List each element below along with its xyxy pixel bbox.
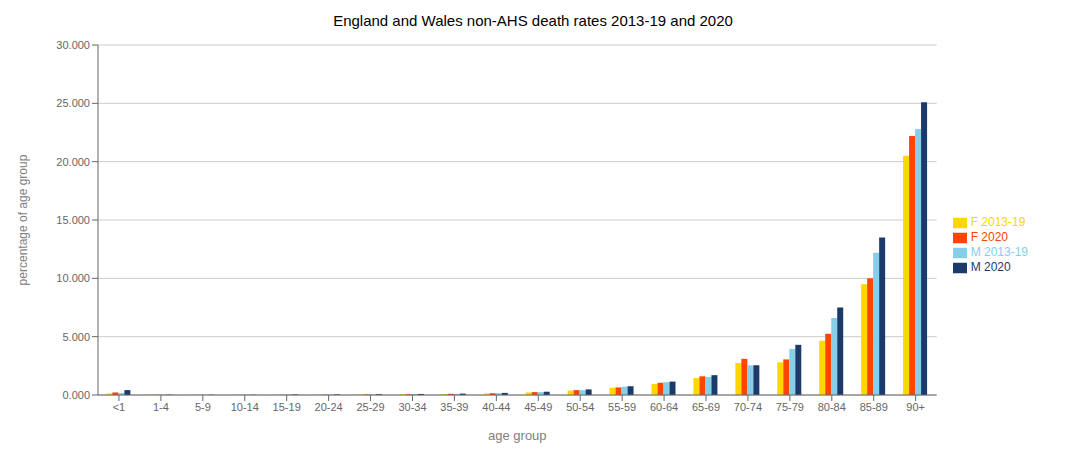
svg-text:85-89: 85-89 — [860, 401, 888, 413]
svg-text:25-29: 25-29 — [356, 401, 384, 413]
html-text:M 2020: M 2020 — [970, 259, 1011, 274]
svg-text:50-54: 50-54 — [566, 401, 594, 413]
svg-text:30-34: 30-34 — [398, 401, 426, 413]
html-text:M 2013-19: M 2013-19 — [970, 245, 1028, 259]
svg-text:age group: age group — [488, 428, 547, 443]
svg-text:10.000: 10.000 — [56, 272, 90, 284]
svg-text:5-9: 5-9 — [195, 401, 211, 413]
svg-text:5.000: 5.000 — [62, 331, 90, 343]
svg-text:40-44: 40-44 — [482, 401, 510, 413]
svg-text:20.000: 20.000 — [56, 156, 90, 168]
svg-text:percentage of age group: percentage of age group — [16, 154, 30, 285]
svg-text:30.000: 30.000 — [56, 39, 90, 51]
svg-text:45-49: 45-49 — [524, 401, 552, 413]
svg-text:10-14: 10-14 — [231, 401, 259, 413]
html-text:England and Wales non-AHS deat: England and Wales non-AHS death rates 20… — [333, 12, 733, 29]
svg-text:<1: <1 — [113, 401, 126, 413]
html-text:F 2020: F 2020 — [970, 230, 1008, 245]
svg-text:80-84: 80-84 — [818, 401, 846, 413]
svg-text:90+: 90+ — [906, 401, 925, 413]
svg-text:35-39: 35-39 — [440, 401, 468, 413]
svg-text:15-19: 15-19 — [273, 401, 301, 413]
svg-text:60-64: 60-64 — [650, 401, 678, 413]
svg-text:15.000: 15.000 — [56, 214, 90, 226]
svg-text:20-24: 20-24 — [315, 401, 343, 413]
svg-text:25.000: 25.000 — [56, 97, 90, 109]
svg-text:70-74: 70-74 — [734, 401, 762, 413]
svg-text:65-69: 65-69 — [692, 401, 720, 413]
svg-text:75-79: 75-79 — [776, 401, 804, 413]
svg-text:1-4: 1-4 — [153, 401, 169, 413]
html-text:F 2013-19: F 2013-19 — [970, 215, 1026, 230]
svg-text:55-59: 55-59 — [608, 401, 636, 413]
svg-text:0.000: 0.000 — [62, 389, 90, 401]
